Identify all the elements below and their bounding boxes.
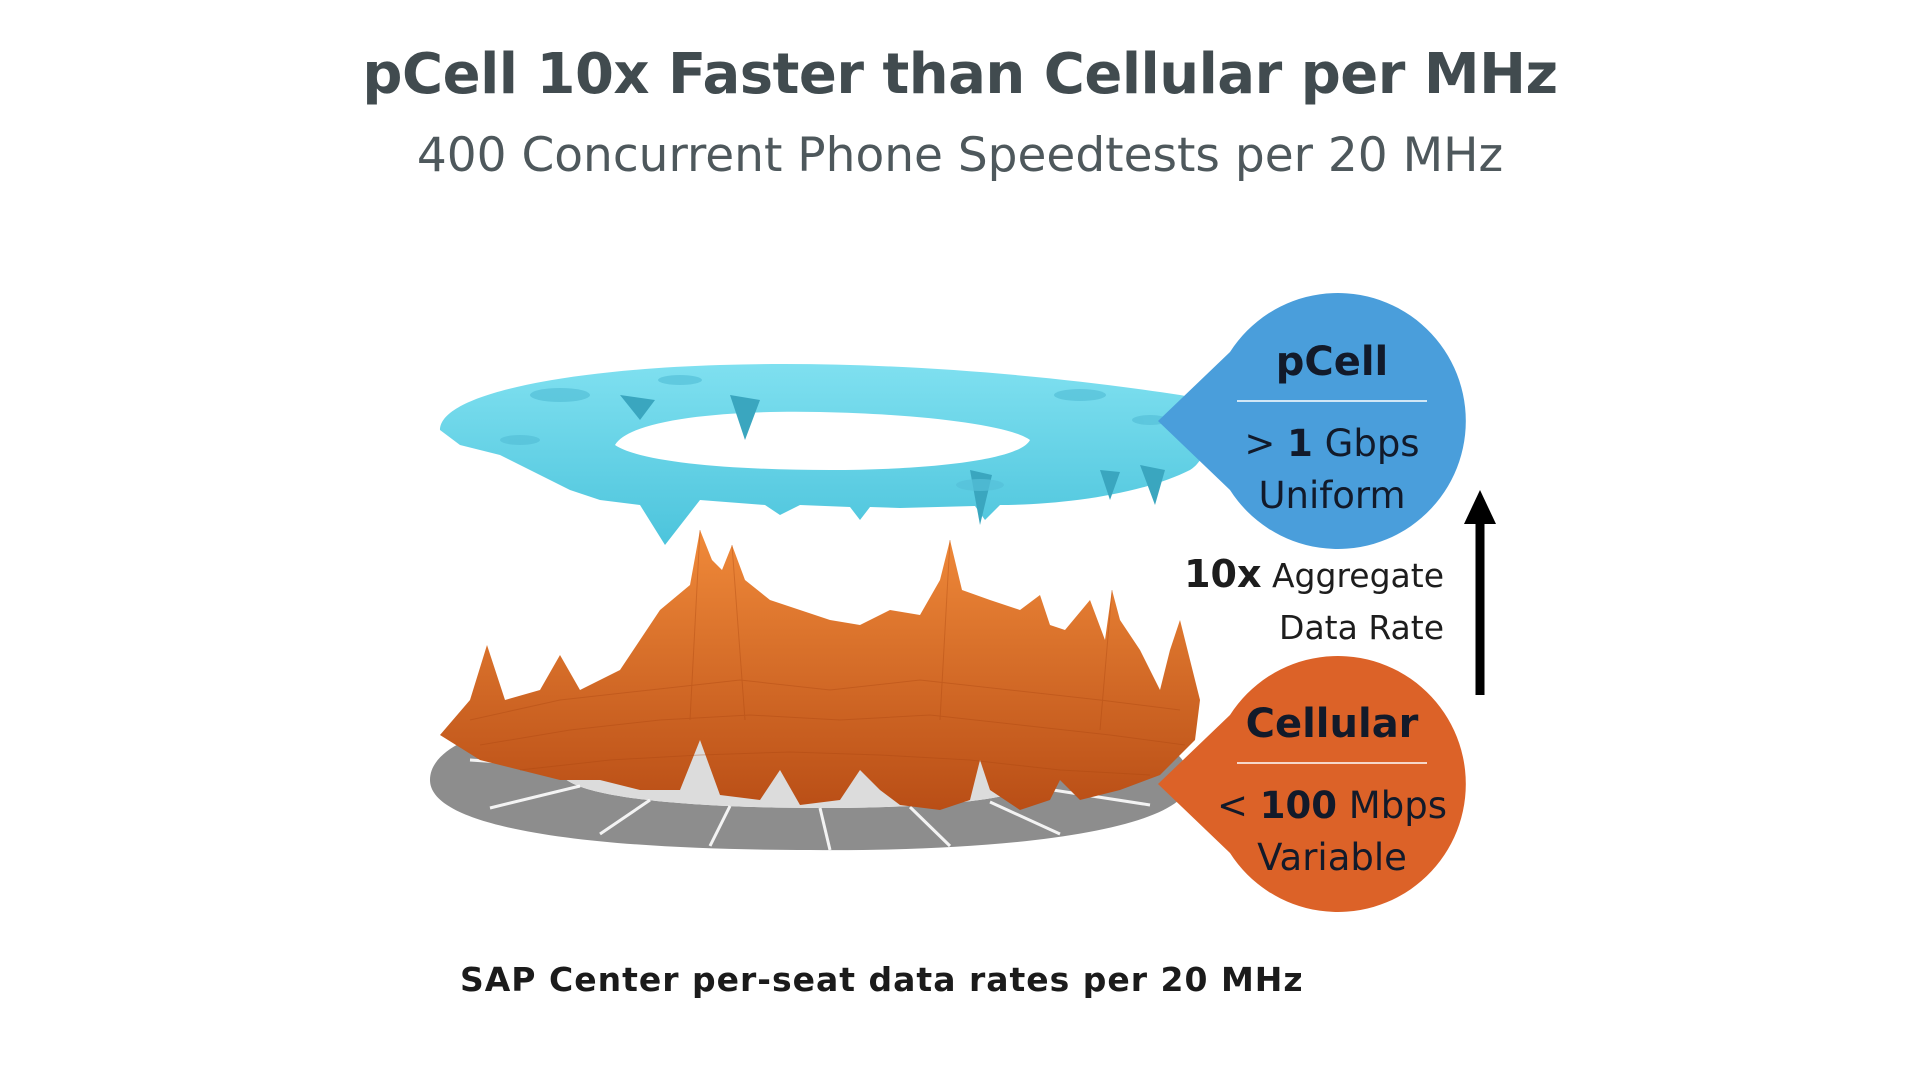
- cellular-callout-title: Cellular: [1245, 701, 1419, 747]
- pcell-rate-prefix: >: [1244, 422, 1288, 465]
- pcell-texture: [500, 375, 1168, 491]
- cellular-callout-quality: Variable: [1257, 836, 1407, 879]
- pcell-callout-rate: > 1 Gbps: [1202, 418, 1462, 470]
- cellular-terrain: [440, 530, 1200, 810]
- aggregate-line-1: 10x Aggregate: [1184, 548, 1444, 602]
- pcell-callout: pCell > 1 Gbps Uniform: [1202, 338, 1462, 522]
- pcell-callout-divider: [1237, 400, 1427, 402]
- cellular-surface: [440, 529, 1200, 810]
- aggregate-line1-text: Aggregate: [1261, 556, 1444, 595]
- pcell-rate-value: 1: [1287, 422, 1313, 465]
- slide-title: pCell 10x Faster than Cellular per MHz: [362, 42, 1558, 107]
- pcell-rate-unit: Gbps: [1312, 422, 1420, 465]
- aggregate-label: 10x Aggregate Data Rate: [1184, 548, 1444, 654]
- slide-subtitle: 400 Concurrent Phone Speedtests per 20 M…: [416, 128, 1504, 183]
- pcell-surface: [440, 364, 1208, 545]
- cellular-callout: Cellular < 100 Mbps Variable: [1202, 700, 1462, 884]
- arrow-head: [1464, 490, 1496, 524]
- cellular-rate-prefix: <: [1217, 784, 1260, 827]
- aggregate-line-2: Data Rate: [1279, 608, 1444, 647]
- cellular-callout-rate: < 100 Mbps: [1202, 780, 1462, 832]
- pcell-callout-title: pCell: [1275, 339, 1389, 385]
- cellular-rate-unit: Mbps: [1337, 784, 1447, 827]
- improvement-arrow: [1464, 490, 1496, 695]
- cellular-callout-divider: [1237, 762, 1427, 764]
- cellular-mesh-lines: [469, 529, 1186, 776]
- cellular-callout-bubble: [1158, 656, 1466, 912]
- cellular-rate-value: 100: [1259, 784, 1338, 827]
- figure-caption: SAP Center per-seat data rates per 20 MH…: [460, 960, 1304, 999]
- aggregate-multiplier: 10x: [1184, 552, 1262, 596]
- pcell-callout-quality: Uniform: [1258, 474, 1406, 517]
- pcell-callout-bubble: [1158, 292, 1466, 550]
